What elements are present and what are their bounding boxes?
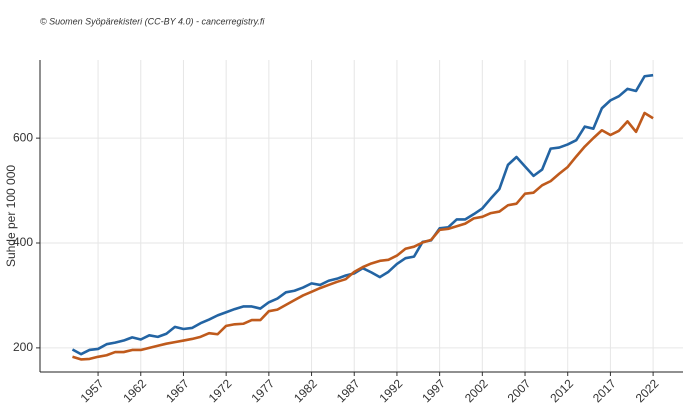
x-tick-label: 1967 [163, 376, 192, 405]
y-tick-label: 400 [13, 235, 33, 249]
series-line [72, 111, 654, 361]
source-note: © Suomen Syöpärekisteri (CC-BY 4.0) - ca… [40, 16, 265, 26]
x-tick-label: 1987 [334, 376, 363, 405]
y-tick-label: 200 [13, 340, 33, 354]
x-tick-label: 1972 [206, 376, 235, 405]
x-tick-label: 1962 [120, 376, 149, 405]
y-axis-label: Suhde per 100 000 [4, 165, 18, 267]
x-tick-label: 1997 [419, 376, 448, 405]
series-line [71, 73, 654, 356]
x-tick-label: 2007 [505, 376, 534, 405]
x-tick-label: 2022 [633, 376, 662, 405]
x-tick-label: 2012 [547, 376, 576, 405]
x-tick-label: 2017 [590, 376, 619, 405]
x-tick-label: 1977 [248, 376, 277, 405]
x-tick-label: 1982 [291, 376, 320, 405]
x-tick-label: 1992 [377, 376, 406, 405]
y-tick-label: 600 [13, 130, 33, 144]
x-tick-label: 1957 [78, 376, 107, 405]
x-tick-label: 2002 [462, 376, 491, 405]
